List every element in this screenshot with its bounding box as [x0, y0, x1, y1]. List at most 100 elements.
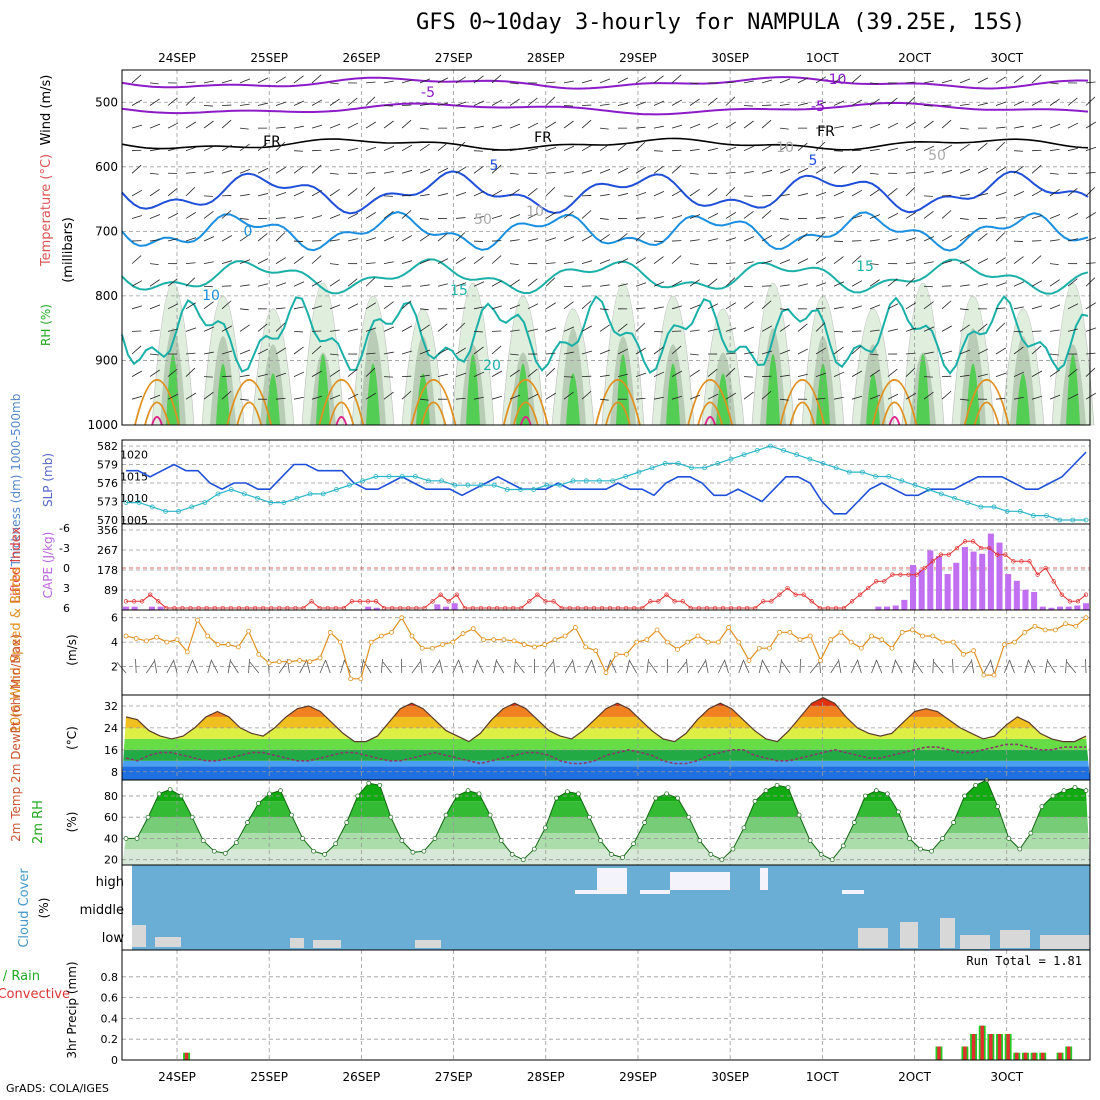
li-point	[365, 599, 371, 604]
barb	[221, 144, 233, 152]
barb	[599, 194, 610, 197]
li-point	[527, 599, 532, 604]
barb	[455, 257, 466, 264]
wind10m-barb	[166, 660, 174, 674]
li-point	[946, 552, 952, 557]
barb	[797, 258, 809, 264]
slp-point	[255, 495, 260, 501]
barb	[311, 280, 323, 287]
contour-label-14: 10	[776, 140, 794, 156]
barb	[581, 235, 593, 242]
barb	[959, 284, 970, 287]
slp-point	[544, 482, 550, 488]
barb	[239, 234, 250, 242]
barb	[329, 239, 340, 242]
precip-bar-convective	[1023, 1052, 1028, 1060]
barb	[635, 322, 646, 332]
barb	[563, 261, 574, 265]
cape-bar	[148, 606, 155, 610]
barb	[293, 256, 304, 264]
slp-point	[1004, 508, 1010, 514]
barb	[653, 396, 664, 400]
ylabel-thickness: Thickness (dm) 1000-500mb	[9, 394, 23, 568]
barb	[995, 372, 1007, 377]
barb	[509, 123, 521, 129]
rh-point	[421, 848, 427, 854]
wind-tick-6: 6	[111, 612, 118, 625]
wind10m-barb	[933, 662, 944, 674]
barb	[185, 171, 196, 174]
barb	[869, 304, 881, 310]
rh-point	[576, 791, 581, 797]
barb	[635, 372, 647, 377]
cape-bar	[927, 550, 934, 610]
barb	[275, 217, 286, 219]
li-point	[962, 539, 968, 544]
wind10m-markers	[123, 615, 1089, 682]
slp-point	[268, 500, 274, 505]
contour-label-1: -5	[421, 85, 435, 101]
barb	[833, 240, 843, 242]
rh-point	[885, 791, 890, 797]
barb	[725, 367, 736, 377]
barb	[545, 81, 556, 84]
barb	[671, 124, 683, 129]
slp-point	[176, 508, 182, 514]
barb	[257, 373, 268, 377]
slp-point	[636, 469, 642, 475]
barb	[419, 194, 430, 197]
wind10m-point	[144, 638, 149, 644]
slp-point	[399, 474, 405, 479]
li-point	[123, 599, 129, 604]
barb	[149, 172, 159, 175]
li-point	[148, 592, 153, 597]
barb	[293, 331, 303, 333]
barb	[995, 192, 1007, 197]
barb	[869, 148, 880, 152]
barb	[275, 397, 286, 400]
barb	[347, 147, 358, 152]
contour-label-4: FR	[263, 134, 281, 150]
li-point	[438, 592, 443, 597]
contour-35	[151, 416, 163, 426]
barb	[527, 238, 538, 242]
barb	[383, 145, 395, 152]
date-label-bottom-28SEP: 28SEP	[527, 1070, 565, 1084]
wind10m-point	[705, 639, 711, 645]
li-point	[446, 599, 451, 604]
contour-label-17: 50	[928, 148, 946, 164]
rh-point	[498, 838, 504, 843]
wind10m-point	[889, 645, 895, 651]
date-label-top-29SEP: 29SEP	[619, 51, 657, 65]
barb	[221, 235, 233, 242]
rh-point	[487, 812, 493, 818]
barb	[347, 238, 358, 242]
wind10m-barb	[458, 659, 464, 674]
barb	[1013, 281, 1025, 287]
barb	[779, 194, 790, 197]
barb	[707, 303, 719, 310]
wind10m-point	[858, 645, 864, 651]
barb	[761, 235, 773, 242]
barb	[851, 124, 863, 129]
barb	[779, 349, 791, 355]
wind10m-barb	[227, 659, 231, 674]
barb	[149, 394, 161, 400]
ylabel-lifted-index: Lifted Index	[9, 526, 24, 603]
slp-point	[702, 465, 708, 471]
li-point	[785, 585, 790, 591]
rh-band-high	[916, 354, 930, 425]
barb	[1049, 394, 1061, 400]
rh-point	[697, 838, 703, 843]
barb	[581, 79, 593, 84]
rh-point	[609, 852, 614, 857]
barb	[185, 352, 196, 355]
level-tick-900: 900	[95, 353, 118, 367]
barb	[959, 194, 970, 197]
slp-point	[189, 504, 195, 510]
barb	[311, 164, 322, 174]
barb	[599, 349, 611, 355]
li-point	[995, 552, 1000, 557]
barb	[635, 76, 646, 84]
